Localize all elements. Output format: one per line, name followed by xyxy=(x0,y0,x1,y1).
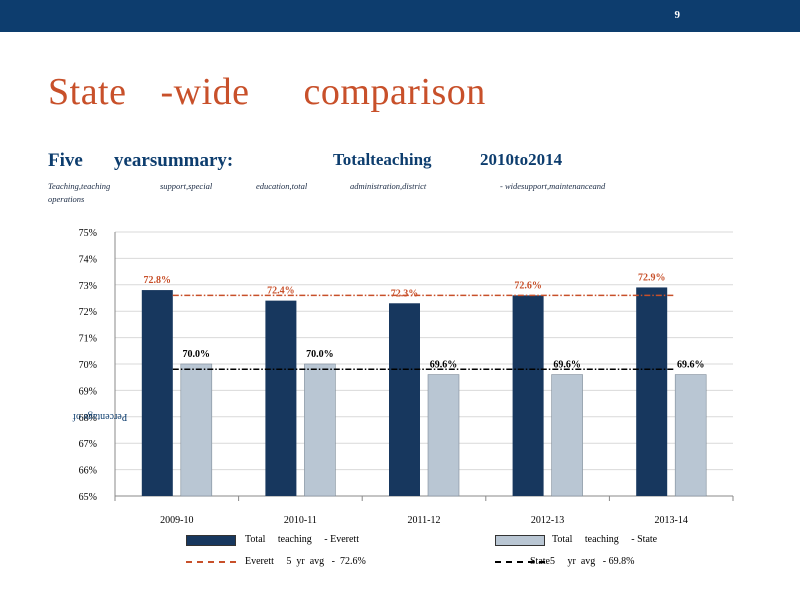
data-label-everett: 72.8% xyxy=(144,275,172,286)
legend-line-everett-avg xyxy=(186,561,236,563)
bar-state xyxy=(427,374,460,497)
y-tick-label: 73% xyxy=(79,281,97,292)
legend-swatch-everett xyxy=(186,535,236,546)
x-category-label: 2009-10 xyxy=(160,515,193,526)
y-tick-label: 71% xyxy=(79,334,97,345)
bar-state xyxy=(180,363,213,497)
data-label-everett: 72.9% xyxy=(638,272,666,283)
data-label-state: 69.6% xyxy=(553,360,581,371)
subtitle-total-teaching: Totalteaching xyxy=(333,150,432,169)
bar-state xyxy=(674,374,707,497)
data-label-everett: 72.4% xyxy=(267,286,295,297)
bar-everett xyxy=(636,287,668,496)
legend-line-state-avg xyxy=(495,561,545,563)
component-3: education,total xyxy=(256,181,308,191)
x-category-label: 2013-14 xyxy=(655,515,688,526)
y-tick-label: 69% xyxy=(79,386,97,397)
x-category-label: 2011-12 xyxy=(408,515,441,526)
component-1: Teaching,teaching xyxy=(48,181,111,191)
bar-state xyxy=(304,363,336,497)
subtitle-year-summary: yearsummary: xyxy=(114,150,234,171)
bar-everett xyxy=(265,300,297,496)
component-4: administration,district xyxy=(350,181,427,191)
legend-label-everett-avg: Everett 5 yr avg - 72.6% xyxy=(245,556,366,567)
bar-everett xyxy=(141,290,173,496)
bar-state xyxy=(551,374,583,497)
header-bar: 9 xyxy=(0,0,800,32)
component-5: - widesupport,maintenanceand xyxy=(500,181,606,191)
title-part-comparison: comparison xyxy=(303,71,486,113)
bar-everett xyxy=(389,303,420,496)
bar-everett xyxy=(512,295,544,496)
data-label-state: 69.6% xyxy=(677,360,705,371)
y-tick-label: 75% xyxy=(79,228,97,239)
subtitle-five: Five xyxy=(48,150,83,171)
data-label-state: 70.0% xyxy=(183,349,211,360)
title-part-wide: -wide xyxy=(160,71,250,113)
y-axis-label: Percentage of xyxy=(72,411,127,422)
component-6: operations xyxy=(48,194,85,204)
y-tick-label: 72% xyxy=(79,307,97,318)
y-tick-label: 74% xyxy=(79,254,97,265)
y-tick-label: 68% xyxy=(79,413,97,424)
component-2: support,special xyxy=(160,181,213,191)
legend-label-state-bar: Total teaching - State xyxy=(552,534,658,545)
x-category-label: 2010-11 xyxy=(284,515,317,526)
legend-label-state-avg: State5 yr avg - 69.8% xyxy=(530,556,635,567)
data-label-everett: 72.6% xyxy=(514,280,542,291)
data-label-state: 70.0% xyxy=(306,349,334,360)
legend-swatch-state xyxy=(495,535,545,546)
chart-subtitle: Five yearsummary: Totalteaching 2010to20… xyxy=(48,150,788,260)
title-part-state: State xyxy=(48,71,127,113)
x-category-label: 2012-13 xyxy=(531,515,564,526)
y-tick-label: 70% xyxy=(79,360,97,371)
page-number: 9 xyxy=(674,9,681,21)
data-label-state: 69.6% xyxy=(430,360,458,371)
slide-title: State -wide comparison xyxy=(48,70,486,114)
y-tick-label: 65% xyxy=(79,492,97,503)
legend-label-everett-bar: Total teaching - Everett xyxy=(245,534,359,545)
data-label-everett: 72.3% xyxy=(391,288,419,299)
y-tick-label: 67% xyxy=(79,439,97,450)
subtitle-years: 2010to2014 xyxy=(480,150,563,169)
y-tick-label: 66% xyxy=(79,466,97,477)
